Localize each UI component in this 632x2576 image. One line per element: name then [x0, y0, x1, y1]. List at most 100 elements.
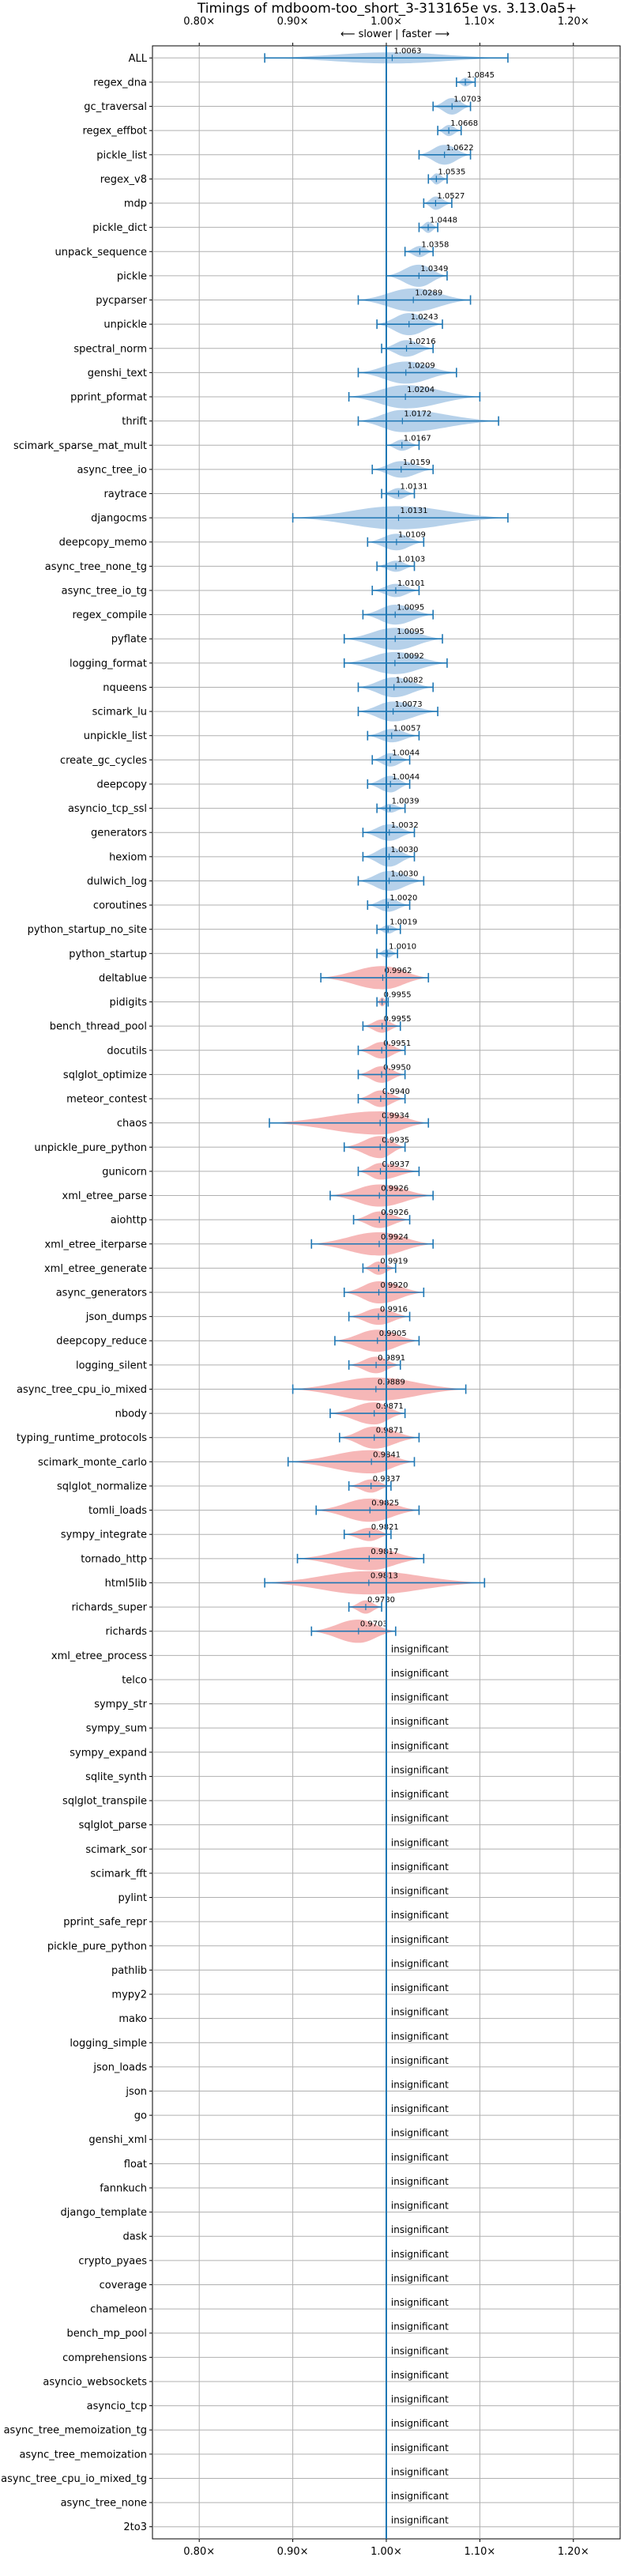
category-label: sympy_expand [70, 1747, 147, 1759]
mean-label: 0.9889 [378, 1378, 405, 1386]
mean-label: 1.0032 [391, 821, 419, 830]
category-label: sqlglot_transpile [62, 1796, 147, 1808]
mean-label: 1.0109 [398, 531, 426, 540]
category-label: asyncio_tcp_ssl [68, 803, 147, 815]
mean-label: 1.0044 [392, 749, 419, 757]
mean-label: 1.0095 [397, 628, 424, 636]
category-label: pylint [118, 1892, 147, 1904]
mean-label: 0.9951 [383, 1039, 411, 1048]
mean-label: 0.9955 [384, 991, 412, 1000]
category-label: nbody [115, 1409, 148, 1420]
category-label: coverage [100, 2280, 147, 2291]
category-label: async_tree_memoization [19, 2449, 147, 2461]
category-label: sympy_str [94, 1699, 147, 1710]
mean-label: 1.0349 [420, 265, 448, 273]
mean-label: 1.0358 [421, 240, 449, 249]
x-tick-label-bottom: 1.20× [558, 2546, 589, 2558]
mean-label: 1.0020 [389, 894, 417, 903]
category-label: async_tree_cpu_io_mixed [17, 1384, 147, 1396]
mean-label: 1.0668 [450, 119, 478, 128]
insignificant-label: insignificant [391, 2442, 449, 2453]
mean-label: 1.0092 [397, 652, 424, 661]
category-label: async_tree_cpu_io_mixed_tg [1, 2473, 147, 2485]
category-label: json [125, 2086, 147, 2098]
mean-label: 1.0082 [396, 676, 423, 685]
category-label: mako [118, 2013, 147, 2025]
category-label: richards_super [71, 1602, 147, 1614]
category-label: unpickle [103, 319, 147, 331]
mean-label: 1.0063 [393, 47, 421, 55]
category-label: dask [122, 2231, 147, 2243]
mean-label: 0.9891 [378, 1354, 405, 1363]
mean-label: 1.0527 [437, 192, 465, 201]
category-label: xml_etree_parse [62, 1190, 147, 1202]
category-label: pathlib [111, 1965, 147, 1977]
category-label: scimark_sparse_mat_mult [13, 440, 147, 452]
insignificant-label: insignificant [391, 1741, 449, 1752]
mean-label: 1.0019 [389, 918, 417, 927]
insignificant-label: insignificant [391, 1837, 449, 1848]
category-label: unpickle_list [84, 730, 147, 742]
category-label: async_tree_none [61, 2498, 147, 2510]
category-label: 2to3 [123, 2521, 147, 2533]
category-label: hexiom [109, 851, 147, 863]
category-label: python_startup_no_site [28, 924, 147, 936]
mean-label: 1.0535 [438, 168, 465, 176]
category-label: logging_silent [76, 1360, 147, 1371]
insignificant-label: insignificant [391, 2128, 449, 2139]
category-label: coroutines [93, 900, 147, 912]
x-tick-label-bottom: 1.10× [464, 2546, 495, 2558]
insignificant-label: insignificant [391, 1643, 449, 1654]
insignificant-label: insignificant [391, 1886, 449, 1897]
category-label: regex_compile [72, 609, 147, 621]
mean-label: 0.9703 [360, 1620, 388, 1629]
mean-label: 1.0010 [389, 942, 416, 951]
x-tick-label-bottom: 1.00× [371, 2546, 402, 2558]
category-label: crypto_pyaes [78, 2255, 147, 2267]
category-label: chaos [117, 1118, 147, 1130]
category-label: pprint_safe_repr [63, 1917, 147, 1929]
mean-label: 1.0243 [411, 313, 438, 322]
category-label: asyncio_tcp [87, 2401, 147, 2412]
category-label: djangocms [91, 513, 147, 525]
category-label: logging_simple [70, 2038, 147, 2050]
category-label: richards [106, 1626, 148, 1638]
mean-label: 1.0101 [397, 579, 425, 588]
insignificant-label: insignificant [391, 2272, 449, 2284]
category-label: nqueens [103, 682, 147, 694]
insignificant-label: insignificant [391, 1789, 449, 1800]
mean-label: 0.9937 [382, 1160, 410, 1169]
mean-label: 1.0159 [403, 458, 431, 467]
mean-label: 0.9905 [379, 1329, 407, 1338]
mean-label: 1.0039 [392, 798, 419, 806]
category-label: sympy_integrate [61, 1529, 147, 1541]
category-label: python_startup [69, 949, 147, 960]
insignificant-label: insignificant [391, 2201, 449, 2212]
mean-label: 1.0167 [404, 434, 431, 443]
category-label: fannkuch [100, 2182, 147, 2194]
insignificant-label: insignificant [391, 2297, 449, 2308]
category-label: json_dumps [85, 1311, 147, 1323]
insignificant-label: insignificant [391, 1861, 449, 1873]
insignificant-label: insignificant [391, 1958, 449, 1969]
x-tick-label-top: 0.80× [183, 16, 215, 28]
category-label: raytrace [103, 488, 147, 500]
category-label: deepcopy_memo [59, 537, 147, 549]
category-label: docutils [107, 1045, 147, 1057]
mean-label: 0.9871 [376, 1427, 404, 1435]
insignificant-label: insignificant [391, 2152, 449, 2163]
category-label: regex_effbot [82, 126, 147, 138]
mean-label: 1.0703 [453, 96, 481, 104]
insignificant-label: insignificant [391, 1668, 449, 1679]
insignificant-label: insignificant [391, 2418, 449, 2429]
x-tick-label-top: 1.20× [558, 16, 589, 28]
category-label: pickle_pure_python [47, 1940, 147, 1952]
mean-label: 1.0057 [393, 725, 421, 734]
category-label: tomli_loads [88, 1505, 147, 1517]
x-tick-label-bottom: 0.90× [277, 2546, 309, 2558]
category-label: pprint_pformat [70, 392, 147, 404]
insignificant-label: insignificant [391, 1910, 449, 1921]
category-label: regex_v8 [100, 174, 147, 186]
category-label: async_tree_io [77, 464, 147, 476]
